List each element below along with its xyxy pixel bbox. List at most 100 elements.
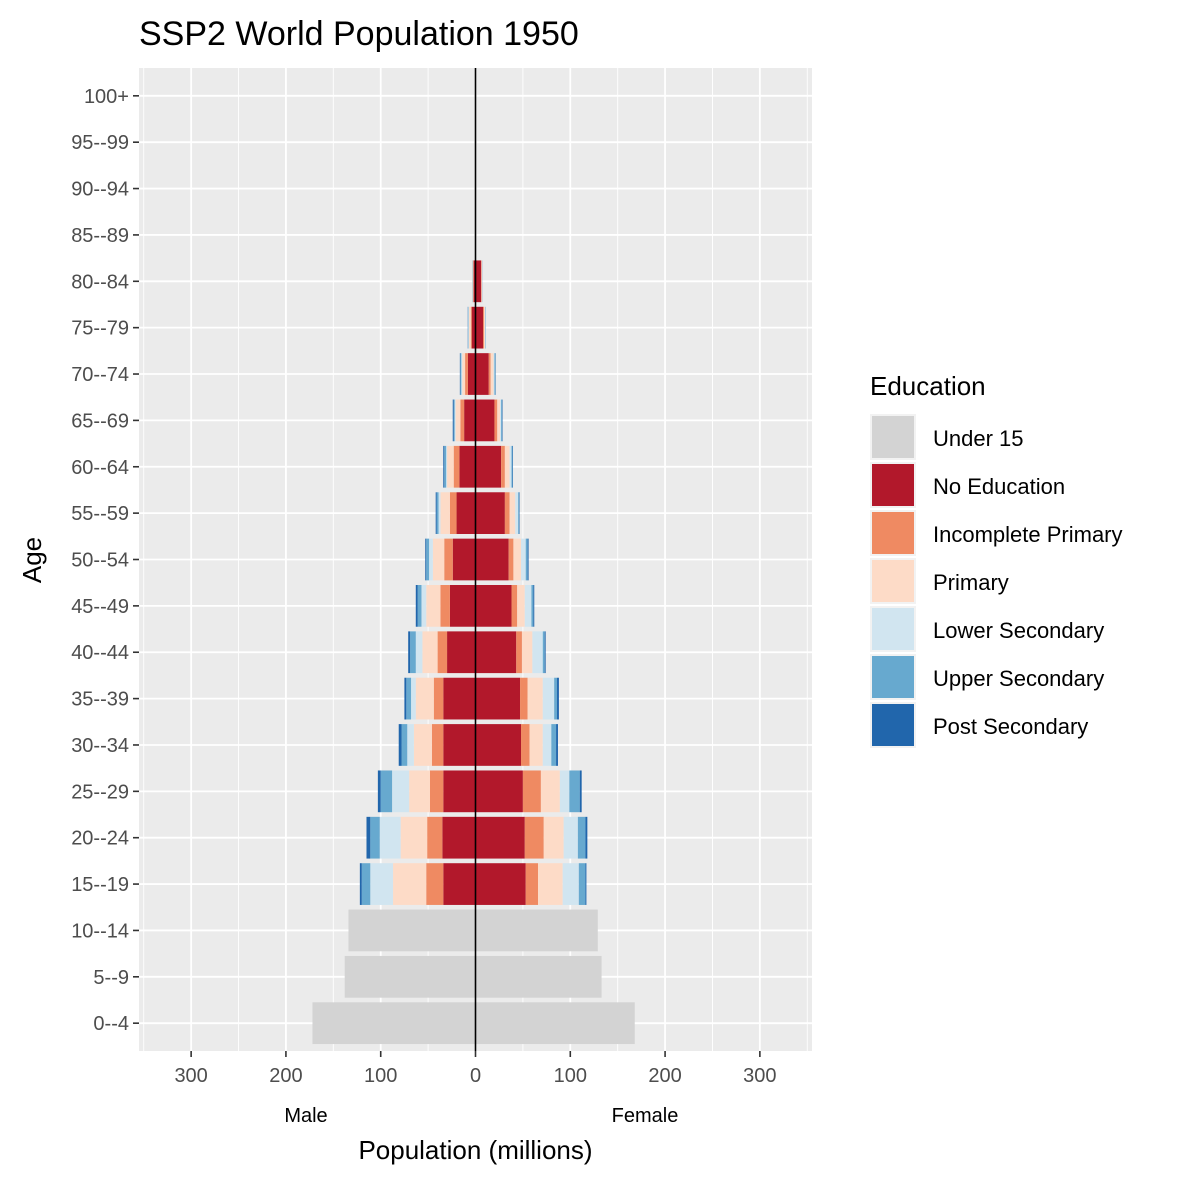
y-tick-label: 0--4 — [93, 1013, 129, 1035]
bar-female-30--34-primary — [529, 724, 543, 766]
bar-male-45--49-upper-secondary — [417, 585, 422, 627]
bar-female-70--74-lower-secondary — [493, 353, 495, 395]
x-tick-label: 100 — [554, 1065, 587, 1087]
bar-male-60--64-primary — [447, 445, 454, 488]
y-tick-label: 70--74 — [71, 364, 129, 386]
y-tick-label: 65--69 — [71, 410, 129, 432]
bar-male-25--29-lower-secondary — [392, 770, 410, 813]
bar-female-75--79-no-education — [475, 306, 484, 349]
y-tick-label: 40--44 — [71, 642, 129, 664]
bar-female-50--54-post-secondary — [527, 538, 529, 581]
bar-female-15--19-lower-secondary — [562, 863, 579, 905]
bar-male-35--39-primary — [415, 677, 434, 720]
bar-female-0--4-under-15 — [475, 1002, 635, 1045]
bar-male-60--64-incomplete-primary — [453, 445, 460, 488]
bar-female-20--24-lower-secondary — [563, 816, 578, 859]
bar-female-50--54-no-education — [475, 538, 509, 581]
bar-male-65--69-primary — [455, 399, 461, 442]
bar-male-35--39-no-education — [443, 677, 476, 720]
y-tick-label: 50--54 — [71, 550, 129, 572]
bar-male-65--69-post-secondary — [452, 399, 454, 442]
legend-swatch-incomplete-primary — [872, 512, 914, 554]
bar-female-55--59-incomplete-primary — [504, 492, 510, 534]
bar-male-70--74-primary — [462, 353, 466, 395]
bar-male-60--64-post-secondary — [443, 445, 445, 488]
bar-female-45--49-lower-secondary — [524, 585, 532, 627]
y-tick-label: 90--94 — [71, 179, 129, 201]
y-tick-label: 35--39 — [71, 689, 129, 711]
bar-male-75--79-primary — [468, 306, 471, 349]
legend-swatch-upper-secondary — [872, 656, 914, 698]
bar-male-35--39-upper-secondary — [406, 677, 412, 720]
bar-female-15--19-incomplete-primary — [525, 863, 539, 905]
bar-female-70--74-upper-secondary — [494, 353, 496, 395]
legend-swatch-under-15 — [872, 416, 914, 458]
bar-female-60--64-upper-secondary — [511, 445, 513, 488]
bar-male-25--29-upper-secondary — [380, 770, 393, 813]
bar-male-20--24-upper-secondary — [370, 816, 380, 859]
bar-female-45--49-no-education — [475, 585, 512, 627]
legend: Education Under 15 No Education Incomplete… — [870, 371, 1123, 748]
y-tick-label: 100+ — [84, 86, 129, 108]
bar-male-25--29-primary — [409, 770, 431, 813]
bar-male-65--69-no-education — [464, 399, 476, 442]
female-label: Female — [612, 1105, 679, 1127]
bar-female-25--29-no-education — [475, 770, 523, 813]
bar-female-70--74-no-education — [475, 353, 489, 395]
x-axis-title: Population (millions) — [358, 1135, 592, 1165]
bar-male-25--29-post-secondary — [377, 770, 381, 813]
bar-female-65--69-upper-secondary — [501, 399, 503, 442]
bar-male-75--79-incomplete-primary — [470, 306, 472, 349]
bar-female-65--69-incomplete-primary — [494, 399, 498, 442]
x-tick-label: 0 — [470, 1065, 481, 1087]
bar-female-35--39-no-education — [475, 677, 521, 720]
bar-male-45--49-incomplete-primary — [440, 585, 450, 627]
bar-male-20--24-post-secondary — [366, 816, 371, 859]
bar-male-35--39-incomplete-primary — [433, 677, 444, 720]
bar-male-20--24-lower-secondary — [379, 816, 401, 859]
bar-male-25--29-no-education — [443, 770, 476, 813]
legend-label: Under 15 — [933, 426, 1024, 451]
bar-male-20--24-no-education — [442, 816, 476, 859]
y-tick-label: 80--84 — [71, 271, 129, 293]
bar-male-30--34-lower-secondary — [407, 724, 414, 766]
bar-male-55--59-post-secondary — [435, 492, 437, 534]
male-label: Male — [284, 1105, 327, 1127]
legend-label: Primary — [933, 570, 1009, 595]
bar-female-75--79-primary — [484, 306, 485, 349]
y-tick-label: 85--89 — [71, 225, 129, 247]
bar-female-55--59-lower-secondary — [515, 492, 519, 534]
bar-male-15--19-incomplete-primary — [426, 863, 444, 905]
bar-female-45--49-incomplete-primary — [511, 585, 518, 627]
bar-female-15--19-upper-secondary — [578, 863, 586, 905]
bar-female-65--69-no-education — [475, 399, 495, 442]
bar-female-40--44-post-secondary — [544, 631, 546, 674]
bar-female-65--69-primary — [497, 399, 501, 442]
y-axis-title: Age — [17, 537, 47, 583]
legend-label: Lower Secondary — [933, 618, 1104, 643]
bar-male-65--69-upper-secondary — [453, 399, 455, 442]
bar-female-60--64-incomplete-primary — [501, 445, 505, 488]
legend-label: Post Secondary — [933, 714, 1088, 739]
bar-female-25--29-lower-secondary — [559, 770, 570, 813]
bar-female-65--69-lower-secondary — [500, 399, 502, 442]
bar-male-35--39-lower-secondary — [411, 677, 416, 720]
bar-male-75--79-no-education — [471, 306, 476, 349]
bar-female-50--54-incomplete-primary — [508, 538, 514, 581]
x-tick-label: 300 — [743, 1065, 776, 1087]
bar-male-45--49-primary — [426, 585, 441, 627]
bar-female-5--9-under-15 — [475, 955, 602, 998]
bar-male-80--84-no-education — [473, 260, 476, 303]
legend-label: No Education — [933, 474, 1065, 499]
bar-male-45--49-no-education — [449, 585, 476, 627]
legend-label: Incomplete Primary — [933, 522, 1123, 547]
bar-female-25--29-incomplete-primary — [522, 770, 541, 813]
bar-male-70--74-upper-secondary — [460, 353, 462, 395]
y-tick-label: 20--24 — [71, 828, 129, 850]
bar-male-55--59-upper-secondary — [436, 492, 439, 534]
bar-female-30--34-no-education — [475, 724, 521, 766]
bar-female-20--24-post-secondary — [585, 816, 588, 859]
bar-male-15--19-primary — [393, 863, 427, 905]
bar-male-45--49-post-secondary — [415, 585, 418, 627]
